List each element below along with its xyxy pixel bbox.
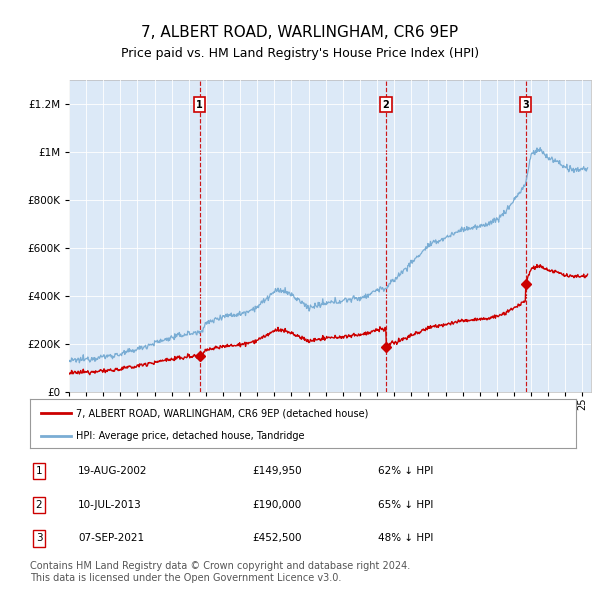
- Text: 2: 2: [383, 100, 389, 110]
- Text: 1: 1: [35, 466, 43, 476]
- Text: 19-AUG-2002: 19-AUG-2002: [78, 466, 148, 476]
- Text: 62% ↓ HPI: 62% ↓ HPI: [378, 466, 433, 476]
- Text: Price paid vs. HM Land Registry's House Price Index (HPI): Price paid vs. HM Land Registry's House …: [121, 47, 479, 60]
- Text: 7, ALBERT ROAD, WARLINGHAM, CR6 9EP (detached house): 7, ALBERT ROAD, WARLINGHAM, CR6 9EP (det…: [76, 408, 369, 418]
- Text: £190,000: £190,000: [252, 500, 301, 510]
- Text: 1: 1: [196, 100, 203, 110]
- Text: 48% ↓ HPI: 48% ↓ HPI: [378, 533, 433, 543]
- Text: 10-JUL-2013: 10-JUL-2013: [78, 500, 142, 510]
- Text: 7, ALBERT ROAD, WARLINGHAM, CR6 9EP: 7, ALBERT ROAD, WARLINGHAM, CR6 9EP: [142, 25, 458, 40]
- Text: 07-SEP-2021: 07-SEP-2021: [78, 533, 144, 543]
- Text: HPI: Average price, detached house, Tandridge: HPI: Average price, detached house, Tand…: [76, 431, 305, 441]
- Text: 3: 3: [35, 533, 43, 543]
- Text: 65% ↓ HPI: 65% ↓ HPI: [378, 500, 433, 510]
- Text: Contains HM Land Registry data © Crown copyright and database right 2024.
This d: Contains HM Land Registry data © Crown c…: [30, 561, 410, 583]
- Text: £452,500: £452,500: [252, 533, 302, 543]
- Text: £149,950: £149,950: [252, 466, 302, 476]
- Text: 2: 2: [35, 500, 43, 510]
- Text: 3: 3: [522, 100, 529, 110]
